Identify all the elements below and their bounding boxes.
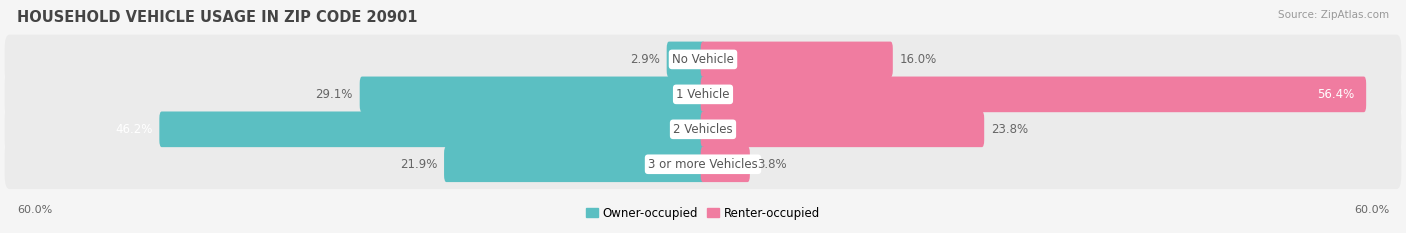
FancyBboxPatch shape	[4, 35, 1402, 84]
Text: 46.2%: 46.2%	[115, 123, 152, 136]
Text: 2.9%: 2.9%	[630, 53, 659, 66]
Text: 29.1%: 29.1%	[315, 88, 353, 101]
Text: No Vehicle: No Vehicle	[672, 53, 734, 66]
Text: 3.8%: 3.8%	[756, 158, 786, 171]
FancyBboxPatch shape	[159, 112, 706, 147]
Text: 1 Vehicle: 1 Vehicle	[676, 88, 730, 101]
Text: 21.9%: 21.9%	[399, 158, 437, 171]
Text: 60.0%: 60.0%	[17, 205, 52, 215]
Text: 23.8%: 23.8%	[991, 123, 1028, 136]
FancyBboxPatch shape	[444, 147, 706, 182]
FancyBboxPatch shape	[666, 41, 706, 77]
FancyBboxPatch shape	[700, 41, 893, 77]
FancyBboxPatch shape	[700, 76, 1367, 112]
Text: Source: ZipAtlas.com: Source: ZipAtlas.com	[1278, 10, 1389, 21]
Legend: Owner-occupied, Renter-occupied: Owner-occupied, Renter-occupied	[581, 202, 825, 225]
Text: 3 or more Vehicles: 3 or more Vehicles	[648, 158, 758, 171]
Text: 56.4%: 56.4%	[1317, 88, 1354, 101]
Text: HOUSEHOLD VEHICLE USAGE IN ZIP CODE 20901: HOUSEHOLD VEHICLE USAGE IN ZIP CODE 2090…	[17, 10, 418, 25]
FancyBboxPatch shape	[4, 69, 1402, 119]
FancyBboxPatch shape	[700, 147, 749, 182]
Text: 16.0%: 16.0%	[900, 53, 936, 66]
FancyBboxPatch shape	[4, 104, 1402, 154]
Text: 2 Vehicles: 2 Vehicles	[673, 123, 733, 136]
FancyBboxPatch shape	[700, 112, 984, 147]
FancyBboxPatch shape	[360, 76, 706, 112]
FancyBboxPatch shape	[4, 139, 1402, 189]
Text: 60.0%: 60.0%	[1354, 205, 1389, 215]
